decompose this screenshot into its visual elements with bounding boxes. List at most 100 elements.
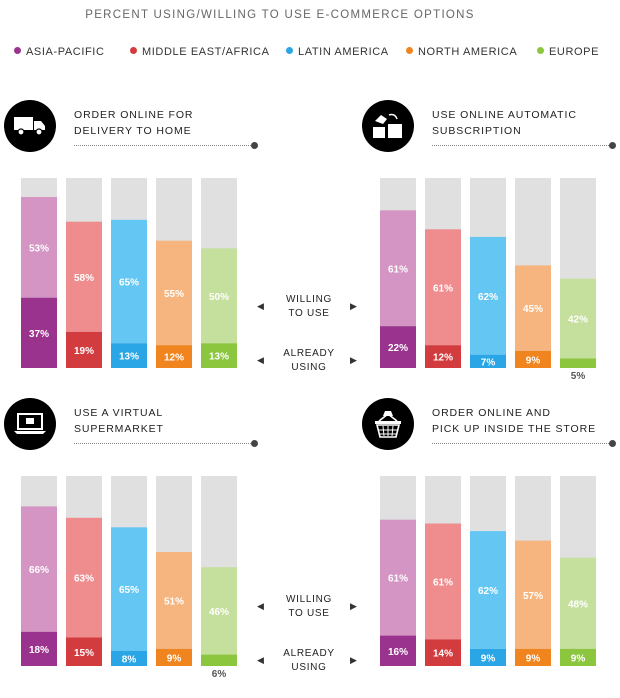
bar-using-asia-pacific [21,297,57,368]
data-label-willing: 53% [29,243,49,254]
bar-using-asia-pacific [380,635,416,666]
panel-automatic-subscription: USE ONLINE AUTOMATIC SUBSCRIPTION 61% 22%… [362,100,620,382]
bar-using-middle-east-africa [425,639,461,666]
panel-delivery-to-home: ORDER ONLINE FOR DELIVERY TO HOME 53% 37%… [4,100,304,380]
data-label-willing: 65% [119,278,139,289]
bar-willing-latin-america [470,531,506,649]
legend-item-north-america: NORTH AMERICA [406,46,517,58]
data-label-using: 19% [74,346,94,357]
data-label-using: 14% [433,649,453,660]
data-label-using: 16% [388,647,408,658]
legend-label: EUROPE [549,46,600,58]
chart-title: PERCENT USING/WILLING TO USE E-COMMERCE … [85,9,475,21]
bar-willing-europe [560,557,596,649]
legend-dot [14,47,21,54]
legend-dot [130,47,137,54]
bar-willing-north-america [515,265,551,351]
data-label-using: 7% [481,357,496,368]
data-label-willing: 46% [209,607,229,618]
divider-end-dot [251,142,258,149]
truck-icon [4,100,56,152]
bar-willing-latin-america [111,219,147,344]
bar-using-europe [201,343,237,368]
bar-willing-asia-pacific [380,210,416,327]
laptop-icon [4,398,56,450]
data-label-willing: 58% [74,273,94,284]
bar-willing-north-america [515,540,551,649]
bar-willing-asia-pacific [21,197,57,298]
data-label-willing: 57% [523,591,543,602]
data-label-willing: 55% [164,289,184,300]
data-label-willing: 45% [523,304,543,315]
willing-label-top: WILLING TO USE [285,294,333,319]
bar-using-latin-america [111,343,147,368]
data-label-using: 9% [526,653,541,664]
data-label-using: 18% [29,645,49,656]
bar-using-latin-america [470,354,506,368]
bar-using-north-america [515,648,551,666]
data-label-willing: 62% [478,292,498,303]
arrow-left-icon: ◀ [257,301,264,311]
divider-end-dot [609,142,616,149]
legend-label: NORTH AMERICA [418,46,518,58]
bar-willing-north-america [156,240,192,346]
using-label-bottom: ALREADY USING [283,648,335,673]
data-label-using: 22% [388,343,408,354]
bar-willing-europe [201,248,237,344]
bar-using-middle-east-africa [425,345,461,368]
data-label-using: 5% [571,371,586,382]
bar-willing-latin-america [111,527,147,651]
legend-item-asia-pacific: ASIA-PACIFIC [14,46,105,58]
legend-dot [537,47,544,54]
data-label-willing: 65% [119,585,139,596]
bar-using-north-america [156,648,192,666]
arrow-right-icon: ▶ [350,601,357,611]
bar-using-europe [201,654,237,666]
data-label-willing: 63% [74,574,94,585]
bar-using-asia-pacific [380,326,416,368]
divider-end-dot [609,440,616,447]
legend-label: MIDDLE EAST/AFRICA [142,46,270,58]
data-label-using: 13% [119,352,139,363]
divider [74,145,251,146]
bar-willing-europe [201,567,237,655]
data-label-willing: 62% [478,586,498,597]
bar-willing-latin-america [470,236,506,355]
bar-willing-middle-east-africa [425,229,461,346]
data-label-using: 12% [433,353,453,364]
arrow-right-icon: ▶ [350,655,357,665]
data-label-willing: 51% [164,596,184,607]
data-label-using: 8% [122,654,137,665]
divider [74,443,251,444]
legend-dot [406,47,413,54]
data-label-willing: 42% [568,315,588,326]
bar-willing-middle-east-africa [425,523,461,640]
data-label-willing: 66% [29,565,49,576]
bar-using-north-america [156,345,192,368]
data-label-willing: 61% [388,574,408,585]
data-label-willing: 61% [388,264,408,275]
arrow-left-icon: ◀ [257,355,264,365]
arrow-right-icon: ▶ [350,301,357,311]
data-label-willing: 61% [433,283,453,294]
bar-using-europe [560,648,596,666]
legend-item-latin-america: LATIN AMERICA [286,46,389,58]
data-label-using: 37% [29,329,49,340]
bar-using-north-america [515,350,551,368]
panel-title: USE A VIRTUAL SUPERMARKET [74,407,164,435]
legend-label: LATIN AMERICA [298,46,389,58]
bar-group: 53% 37% 58% 19% 65% 13% 55% 12% 50% 13% [21,178,237,368]
bar-group: 66% 18% 63% 15% 65% 8% 51% 9% 46% 6% [21,476,237,680]
arrow-left-icon: ◀ [257,655,264,665]
bar-willing-asia-pacific [21,506,57,632]
divider [432,443,609,444]
panel-virtual-supermarket: USE A VIRTUAL SUPERMARKET 66% 18% 63% 15% 65… [4,398,304,680]
legend-dot [286,47,293,54]
arrow-right-icon: ▶ [350,355,357,365]
bar-willing-middle-east-africa [66,517,102,638]
bar-willing-asia-pacific [380,519,416,636]
legend-label: ASIA-PACIFIC [26,46,105,58]
basket-icon [362,398,414,450]
bar-using-asia-pacific [21,631,57,666]
data-label-using: 12% [164,353,184,364]
